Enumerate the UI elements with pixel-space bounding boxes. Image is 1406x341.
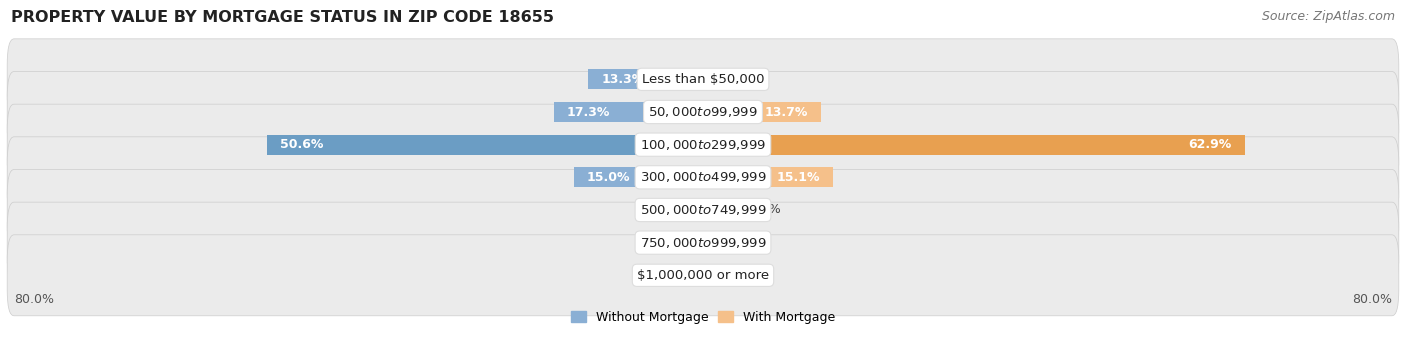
Text: 13.3%: 13.3% xyxy=(602,73,644,86)
Bar xyxy=(703,135,1244,155)
Text: $500,000 to $749,999: $500,000 to $749,999 xyxy=(640,203,766,217)
Bar xyxy=(703,167,832,188)
Text: 50.6%: 50.6% xyxy=(280,138,323,151)
Bar xyxy=(703,200,742,220)
Bar xyxy=(574,167,703,188)
Text: 80.0%: 80.0% xyxy=(1353,293,1392,306)
Text: 4.6%: 4.6% xyxy=(749,204,782,217)
Bar xyxy=(703,102,821,122)
Text: 0.0%: 0.0% xyxy=(664,236,696,249)
Text: 62.9%: 62.9% xyxy=(1188,138,1232,151)
FancyBboxPatch shape xyxy=(7,39,1399,120)
Bar xyxy=(703,233,709,253)
Text: $1,000,000 or more: $1,000,000 or more xyxy=(637,269,769,282)
Text: 1.8%: 1.8% xyxy=(648,269,681,282)
Text: PROPERTY VALUE BY MORTGAGE STATUS IN ZIP CODE 18655: PROPERTY VALUE BY MORTGAGE STATUS IN ZIP… xyxy=(11,10,554,25)
Bar xyxy=(267,135,703,155)
Text: Less than $50,000: Less than $50,000 xyxy=(641,73,765,86)
Text: 2.1%: 2.1% xyxy=(647,204,678,217)
Bar xyxy=(703,69,718,89)
Text: 0.61%: 0.61% xyxy=(716,236,755,249)
Text: 80.0%: 80.0% xyxy=(14,293,53,306)
Text: 1.2%: 1.2% xyxy=(720,269,752,282)
Text: $300,000 to $499,999: $300,000 to $499,999 xyxy=(640,170,766,184)
Legend: Without Mortgage, With Mortgage: Without Mortgage, With Mortgage xyxy=(565,306,841,329)
Bar xyxy=(589,69,703,89)
Bar xyxy=(685,200,703,220)
Text: $100,000 to $299,999: $100,000 to $299,999 xyxy=(640,138,766,152)
Text: $50,000 to $99,999: $50,000 to $99,999 xyxy=(648,105,758,119)
FancyBboxPatch shape xyxy=(7,72,1399,152)
FancyBboxPatch shape xyxy=(7,137,1399,218)
Bar xyxy=(554,102,703,122)
Text: $750,000 to $999,999: $750,000 to $999,999 xyxy=(640,236,766,250)
Text: 13.7%: 13.7% xyxy=(765,105,808,119)
FancyBboxPatch shape xyxy=(7,235,1399,316)
Bar xyxy=(688,265,703,285)
FancyBboxPatch shape xyxy=(7,202,1399,283)
Bar xyxy=(703,265,713,285)
Text: 15.0%: 15.0% xyxy=(586,171,630,184)
FancyBboxPatch shape xyxy=(7,169,1399,251)
Text: 17.3%: 17.3% xyxy=(567,105,610,119)
Text: 15.1%: 15.1% xyxy=(776,171,820,184)
Text: 1.8%: 1.8% xyxy=(725,73,758,86)
Text: Source: ZipAtlas.com: Source: ZipAtlas.com xyxy=(1261,10,1395,23)
FancyBboxPatch shape xyxy=(7,104,1399,185)
